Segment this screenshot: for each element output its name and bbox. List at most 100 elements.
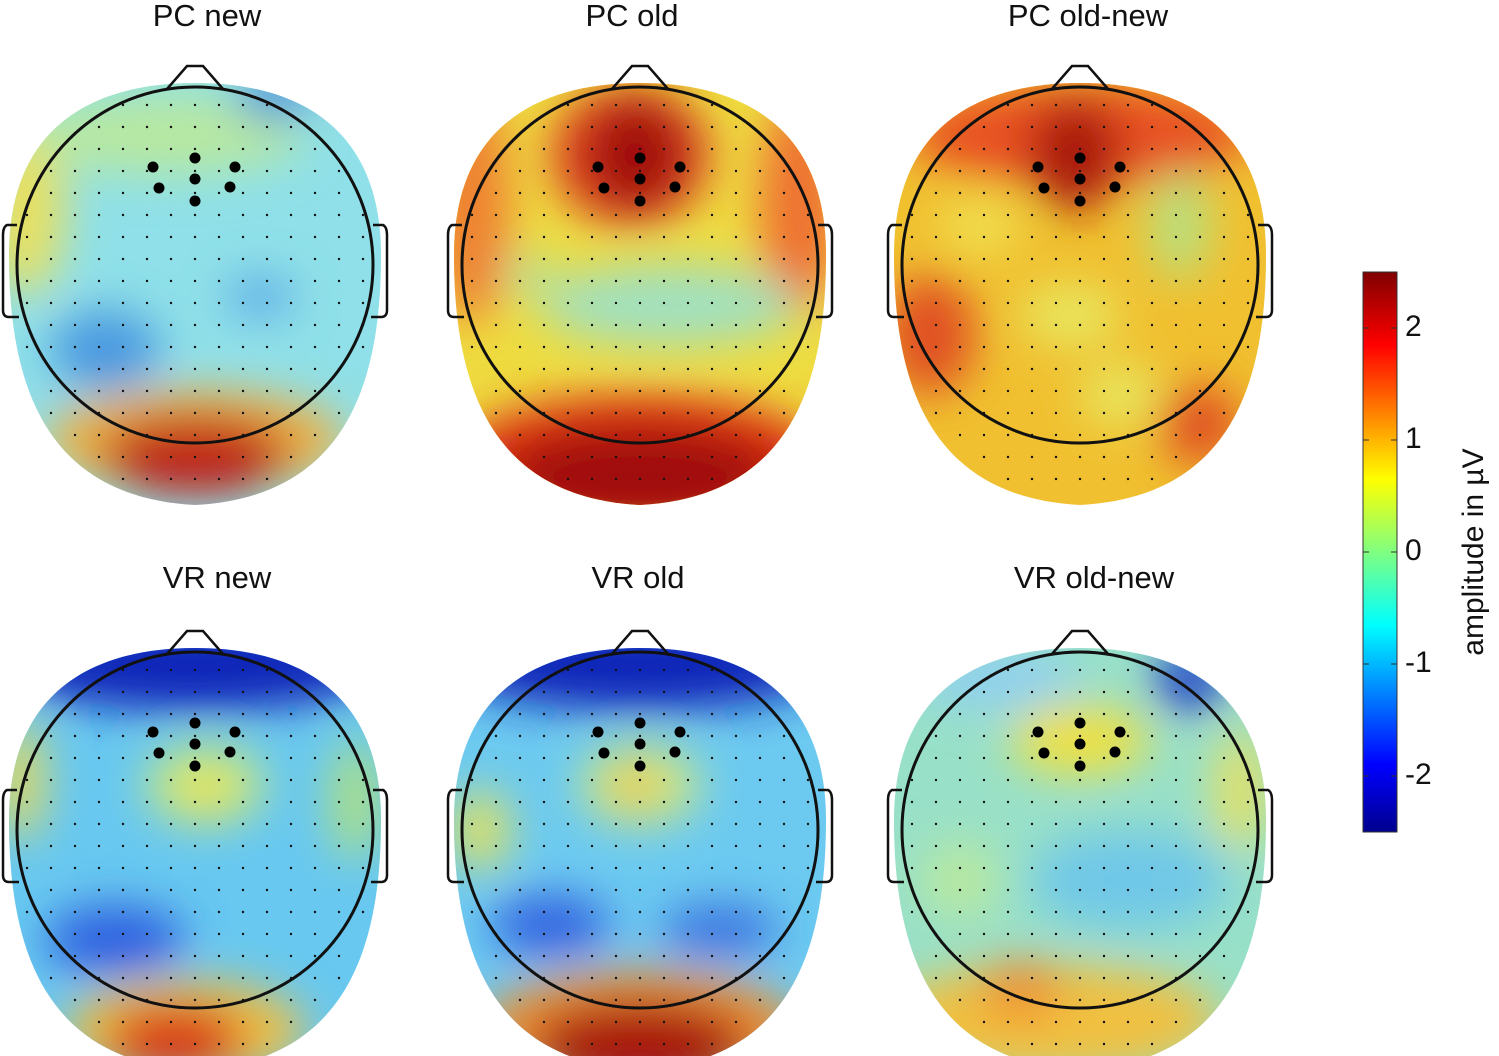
electrode — [169, 455, 173, 459]
electrode — [494, 301, 498, 305]
electrode — [590, 778, 594, 782]
electrode — [662, 411, 666, 415]
electrode — [910, 866, 914, 870]
electrode — [1030, 147, 1034, 151]
electrode — [758, 844, 762, 848]
electrode — [265, 323, 269, 327]
electrode — [217, 998, 221, 1002]
electrode — [1174, 734, 1178, 738]
electrode — [590, 712, 594, 716]
electrode — [982, 756, 986, 760]
electrode — [1078, 976, 1082, 980]
electrode — [361, 888, 365, 892]
electrode — [982, 191, 986, 195]
electrode — [542, 389, 546, 393]
electrode — [313, 712, 317, 716]
electrode — [590, 411, 594, 415]
electrode — [1078, 345, 1082, 349]
electrode — [614, 213, 618, 217]
electrode — [217, 712, 221, 716]
electrode — [97, 734, 101, 738]
electrode — [662, 932, 666, 936]
electrode — [542, 279, 546, 283]
electrode — [734, 389, 738, 393]
electrode — [145, 257, 149, 261]
electrode — [806, 800, 810, 804]
electrode — [1078, 778, 1082, 782]
electrode — [1246, 213, 1250, 217]
electrode — [566, 976, 570, 980]
electrode — [806, 257, 810, 261]
electrode — [1030, 888, 1034, 892]
electrode — [470, 257, 474, 261]
electrode — [193, 998, 197, 1002]
electrode — [1006, 734, 1010, 738]
electrode — [710, 998, 714, 1002]
electrode — [1150, 844, 1154, 848]
electrode — [782, 257, 786, 261]
electrode — [614, 433, 618, 437]
electrode — [494, 976, 498, 980]
electrode — [193, 323, 197, 327]
electrode — [217, 668, 221, 672]
electrode — [1054, 844, 1058, 848]
electrode — [265, 389, 269, 393]
electrode — [265, 822, 269, 826]
electrode — [982, 1020, 986, 1024]
electrode — [710, 866, 714, 870]
electrode — [1030, 756, 1034, 760]
electrode — [758, 932, 762, 936]
electrode — [710, 411, 714, 415]
electrode — [566, 822, 570, 826]
electrode — [542, 433, 546, 437]
electrode — [1150, 800, 1154, 804]
electrode — [241, 734, 245, 738]
electrode — [1102, 800, 1106, 804]
electrode — [1030, 690, 1034, 694]
electrode — [686, 323, 690, 327]
electrode — [1030, 778, 1034, 782]
electrode — [982, 690, 986, 694]
electrode — [638, 213, 642, 217]
electrode — [590, 844, 594, 848]
electrode — [542, 734, 546, 738]
electrode — [662, 800, 666, 804]
electrode — [758, 235, 762, 239]
electrode — [265, 125, 269, 129]
electrode — [566, 147, 570, 151]
electrode — [289, 866, 293, 870]
electrode — [982, 910, 986, 914]
electrode — [1006, 800, 1010, 804]
electrode — [217, 235, 221, 239]
electrode — [313, 800, 317, 804]
electrode — [1126, 323, 1130, 327]
electrode — [806, 301, 810, 305]
electrode — [734, 279, 738, 283]
electrode — [97, 191, 101, 195]
electrode — [638, 668, 642, 672]
electrode — [265, 888, 269, 892]
electrode — [265, 477, 269, 481]
electrode — [958, 822, 962, 826]
electrode — [934, 235, 938, 239]
electrode — [1054, 433, 1058, 437]
panel-title: PC old-new — [1008, 0, 1169, 33]
electrode — [313, 301, 317, 305]
electrode — [734, 822, 738, 826]
electrode — [1078, 235, 1082, 239]
electrode — [590, 455, 594, 459]
electrode — [782, 191, 786, 195]
electrode — [638, 998, 642, 1002]
topoplot — [446, 629, 834, 1056]
electrode — [217, 910, 221, 914]
electrode — [49, 910, 53, 914]
electrode — [1006, 323, 1010, 327]
electrode — [361, 279, 365, 283]
electrode — [662, 690, 666, 694]
electrode — [337, 844, 341, 848]
electrode — [710, 844, 714, 848]
electrode — [265, 345, 269, 349]
electrode — [686, 932, 690, 936]
electrode — [1030, 125, 1034, 129]
